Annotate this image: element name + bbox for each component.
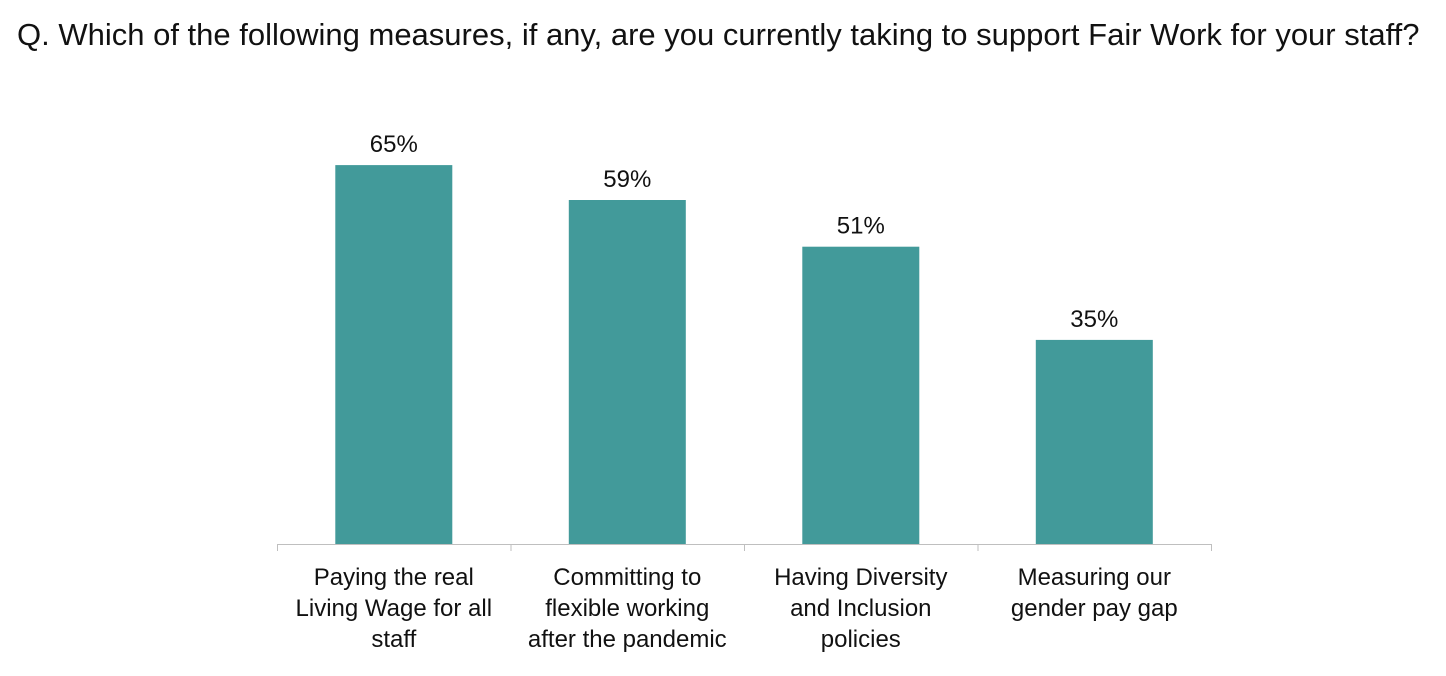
- value-label-1: 65%: [370, 131, 418, 158]
- category-labels-group: Paying the real Living Wage for all staff C…: [296, 564, 1178, 653]
- value-labels-group: 65% 59% 51% 35%: [370, 131, 1119, 333]
- category-label-3: Having Diversity and Inclusion policies: [774, 564, 947, 653]
- category-label-1: Paying the real Living Wage for all staff: [296, 564, 493, 653]
- value-label-2: 59%: [603, 166, 651, 193]
- bars-group: [335, 165, 1153, 544]
- category-label-2: Committing to flexible working after the p…: [528, 564, 727, 653]
- category-label-4: Measuring our gender pay gap: [1011, 564, 1178, 622]
- bar-1: [335, 165, 453, 544]
- bar-4: [1035, 339, 1153, 544]
- bar-2: [568, 200, 686, 544]
- value-label-3: 51%: [837, 213, 885, 240]
- chart-title: Q. Which of the following measures, if a…: [17, 17, 1420, 52]
- x-axis: [277, 544, 1212, 551]
- value-label-4: 35%: [1070, 306, 1118, 333]
- bar-3: [802, 246, 920, 544]
